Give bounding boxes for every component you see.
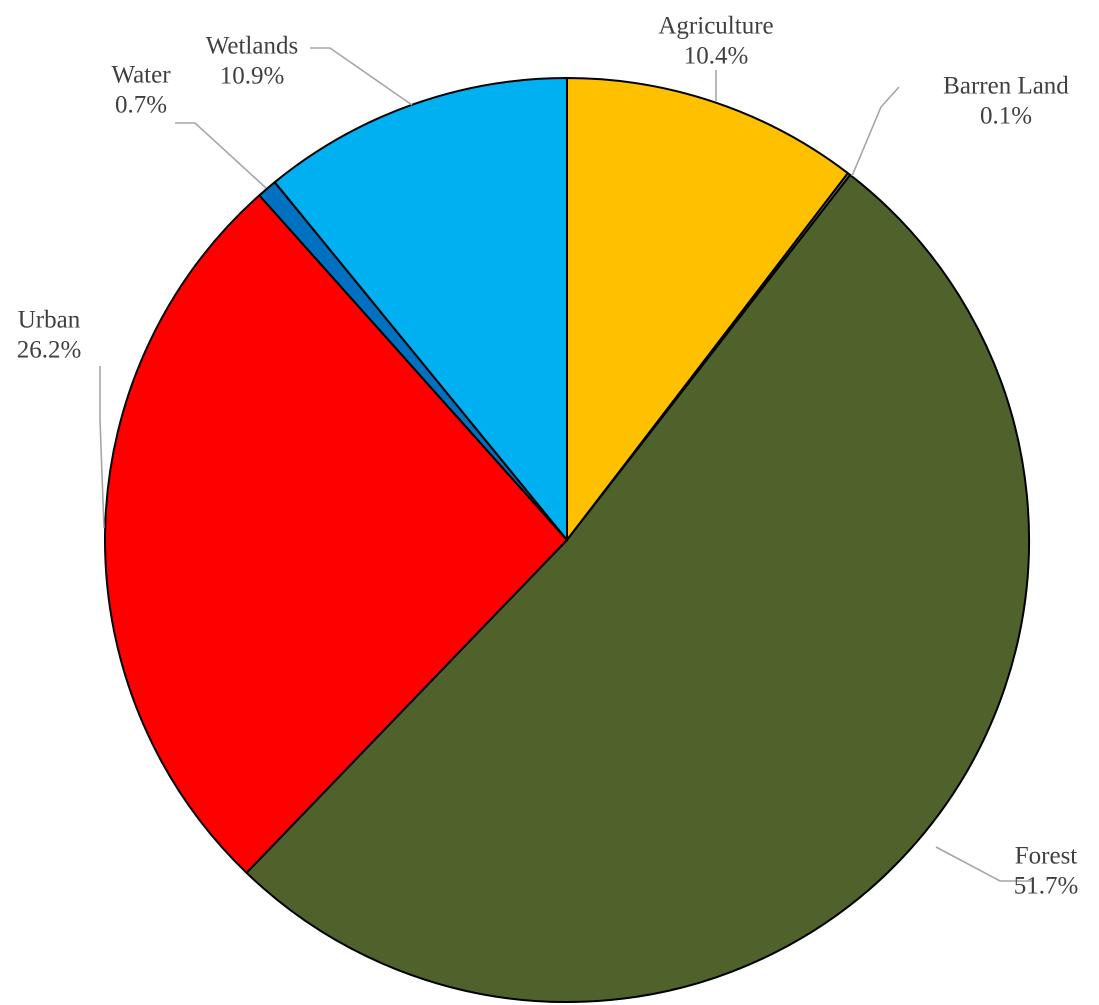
- data-label-name-barren-land: Barren Land: [943, 73, 1069, 100]
- data-label-name-wetlands: Wetlands: [206, 33, 298, 60]
- data-label-value-urban: 26.2%: [17, 337, 82, 364]
- leader-line-water: [175, 122, 267, 189]
- leader-lines-layer: [99, 47, 1034, 882]
- data-label-value-agriculture: 10.4%: [684, 43, 749, 70]
- leader-line-urban: [99, 366, 105, 529]
- data-label-value-wetlands: 10.9%: [220, 63, 285, 90]
- data-label-value-forest: 51.7%: [1014, 873, 1079, 900]
- data-labels-layer: Agriculture 10.4% Barren Land 0.1% Forest 51.…: [17, 13, 1079, 900]
- leader-line-wetlands: [310, 47, 413, 106]
- data-label-name-agriculture: Agriculture: [658, 13, 773, 40]
- pie-slice-urban: [104, 194, 568, 874]
- data-label-name-forest: Forest: [1015, 843, 1078, 870]
- leader-line-forest: [935, 846, 1034, 882]
- data-label-value-water: 0.7%: [115, 92, 167, 119]
- slices-layer: [104, 77, 1030, 1004]
- data-label-name-urban: Urban: [18, 307, 81, 334]
- data-label-name-water: Water: [111, 62, 171, 89]
- pie-slice-forest: [245, 173, 1030, 1004]
- leader-line-barren-land: [851, 86, 900, 177]
- data-label-value-barren-land: 0.1%: [980, 103, 1032, 130]
- pie-slice-agriculture: [566, 77, 849, 541]
